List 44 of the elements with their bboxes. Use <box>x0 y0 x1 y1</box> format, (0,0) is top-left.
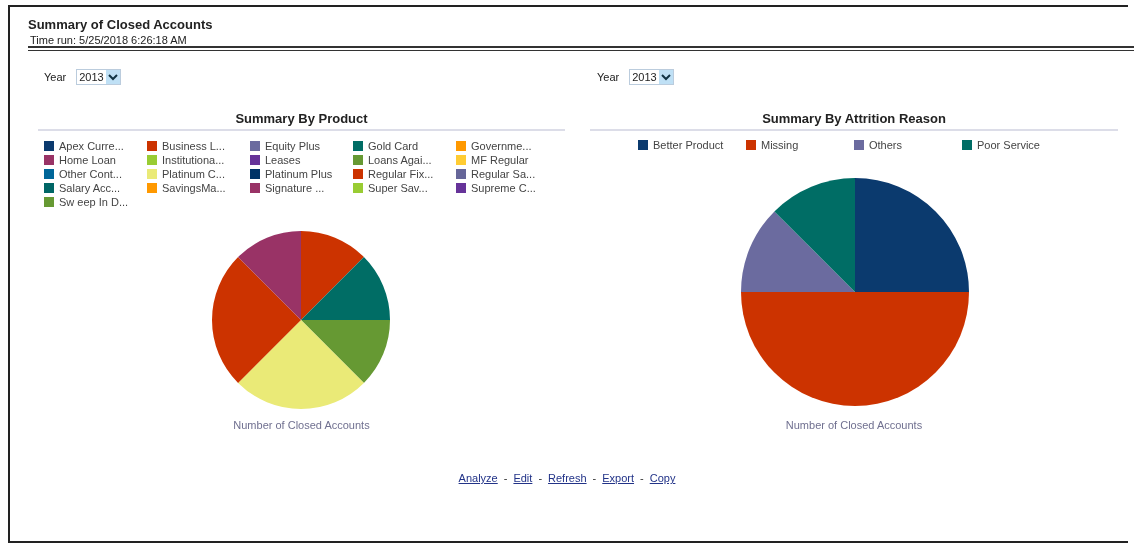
text: Refresh <box>548 472 587 484</box>
legend-label: Missing <box>761 139 799 151</box>
text: 2013 <box>632 71 657 83</box>
text: Edit <box>513 472 533 484</box>
text: Copy <box>649 472 676 484</box>
legend-label: Loans Agai... <box>368 154 432 166</box>
text: Analyze <box>458 472 498 484</box>
legend-label: MF Regular <box>471 154 529 166</box>
text: Summary of Closed Accounts <box>28 17 213 32</box>
legend-label: Regular Fix... <box>368 168 434 180</box>
text: Number of Closed Accounts <box>784 419 924 431</box>
legend-label: SavingsMa... <box>162 182 226 194</box>
legend-label: Apex Curre... <box>59 140 124 152</box>
legend-label: Leases <box>265 154 301 166</box>
legend-label: Business L... <box>162 140 225 152</box>
legend-label: Regular Sa... <box>471 168 536 180</box>
text: - <box>640 472 644 484</box>
chart-title: Summary By Attrition Reason <box>761 111 947 126</box>
legend-label: Gold Card <box>368 140 419 152</box>
legend-label: Platinum C... <box>162 168 225 180</box>
text: - <box>538 472 543 484</box>
legend-label: Equity Plus <box>265 140 321 152</box>
legend-label: Institutiona... <box>162 154 225 166</box>
text: - <box>503 472 508 484</box>
legend-label: Salary Acc... <box>59 182 121 194</box>
text: Time run: 5/25/2018 6:26:18 AM <box>30 34 187 46</box>
legend-label: Poor Service <box>977 139 1040 151</box>
legend-label: Better Product <box>653 139 724 151</box>
legend-label: Sw eep In D... <box>59 196 129 208</box>
text: Number of Closed Accounts <box>232 419 371 431</box>
legend-label: Home Loan <box>59 154 116 166</box>
legend-label: Platinum Plus <box>265 168 333 180</box>
legend-label: Super Sav... <box>368 182 428 194</box>
legend-label: Signature ... <box>265 182 325 194</box>
legend-label: Supreme C... <box>471 182 536 194</box>
legend-label: Other Cont... <box>59 168 122 180</box>
text: Year <box>44 71 67 83</box>
chart-title: Summary By Product <box>234 111 369 126</box>
text: 2013 <box>79 71 104 83</box>
text: - <box>592 472 597 484</box>
text: Year <box>597 71 620 83</box>
legend-label: Governme... <box>471 140 532 152</box>
legend-label: Others <box>869 139 903 151</box>
text: Export <box>602 472 635 484</box>
